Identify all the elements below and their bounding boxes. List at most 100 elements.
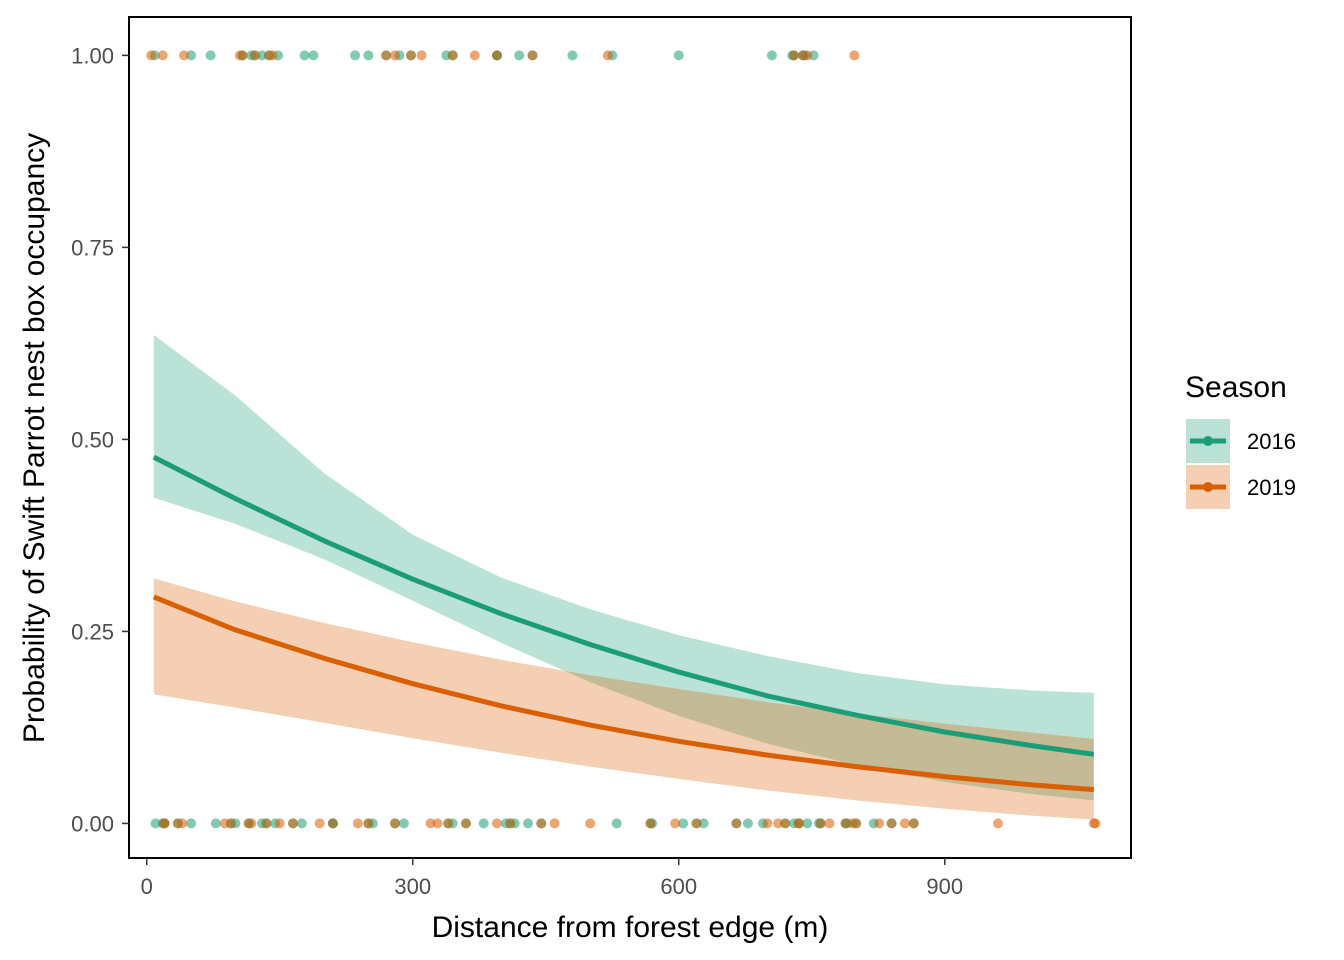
data-point-2019 <box>406 50 416 61</box>
data-point-2019 <box>492 50 502 61</box>
x-tick-label: 900 <box>926 874 963 899</box>
data-point-2019 <box>314 818 325 829</box>
data-point-2016 <box>186 818 197 829</box>
data-point-2019 <box>237 50 248 61</box>
panel-border <box>128 16 1132 859</box>
x-tick-label: 0 <box>141 874 153 899</box>
data-point-2016 <box>210 818 221 829</box>
data-point-2019 <box>585 818 596 829</box>
data-point-2019 <box>172 818 183 829</box>
data-point-2016 <box>523 818 533 829</box>
data-point-2016 <box>567 50 578 61</box>
data-point-2019 <box>645 818 656 829</box>
data-point-2016 <box>350 50 361 61</box>
data-point-2019 <box>288 818 298 829</box>
data-point-2019 <box>390 818 400 829</box>
data-point-2019 <box>773 818 784 829</box>
ci-ribbon-2016 <box>153 335 1094 801</box>
data-point-2019 <box>762 818 773 829</box>
data-point-2019 <box>443 818 454 829</box>
y-tick-label: 0.25 <box>71 619 114 644</box>
data-point-2019 <box>851 818 862 829</box>
data-point-2019 <box>381 50 392 61</box>
data-point-2019 <box>670 818 681 829</box>
data-point-2019 <box>261 818 272 829</box>
data-point-2016 <box>698 818 709 829</box>
data-point-2016 <box>678 818 689 829</box>
data-point-2016 <box>802 818 813 829</box>
data-point-2019 <box>908 818 919 829</box>
legend-title: Season <box>1185 371 1287 404</box>
data-point-2019 <box>264 50 275 61</box>
data-point-2019 <box>824 818 835 829</box>
x-axis: 0 300 600 900 <box>141 858 963 899</box>
data-point-2019 <box>226 818 236 829</box>
data-point-2016 <box>363 50 374 61</box>
data-point-2019 <box>527 50 538 61</box>
data-point-2016 <box>673 50 684 61</box>
legend-label: 2019 <box>1247 475 1296 500</box>
y-axis-title: Probability of Swift Parrot nest box occ… <box>18 133 51 743</box>
data-point-2019 <box>461 818 471 829</box>
data-point-2019 <box>352 818 363 829</box>
legend-dot <box>1203 436 1213 446</box>
data-point-2019 <box>432 818 443 829</box>
data-point-2019 <box>797 50 808 61</box>
data-point-2016 <box>514 50 525 61</box>
y-tick-label: 0.75 <box>71 235 114 260</box>
data-point-2019 <box>731 818 742 829</box>
data-point-2019 <box>363 818 374 829</box>
data-point-2019 <box>425 818 436 829</box>
data-point-2019 <box>793 818 804 829</box>
fitted-lines <box>152 454 1095 793</box>
data-point-2019 <box>840 818 851 829</box>
data-point-2019 <box>492 818 502 829</box>
data-point-2019 <box>536 818 547 829</box>
legend-label: 2016 <box>1247 429 1296 454</box>
data-points <box>146 50 1101 829</box>
data-point-2016 <box>611 818 622 829</box>
data-point-2019 <box>157 50 168 61</box>
x-axis-title: Distance from forest edge (m) <box>432 911 829 944</box>
data-point-2019 <box>602 50 613 61</box>
data-point-2019 <box>993 818 1003 829</box>
data-point-2016 <box>205 50 216 61</box>
data-point-2019 <box>447 50 458 61</box>
fit-line-2016 <box>152 454 1095 757</box>
data-point-2019 <box>146 50 157 61</box>
data-point-2016 <box>478 818 489 829</box>
legend-key-2019: 2019 <box>1186 465 1296 509</box>
data-point-2019 <box>159 818 170 829</box>
data-point-2019 <box>1090 818 1101 829</box>
y-tick-label: 0.00 <box>71 811 114 836</box>
data-point-2019 <box>505 818 516 829</box>
y-tick-label: 0.50 <box>71 427 114 452</box>
data-point-2019 <box>886 818 897 829</box>
legend-key-2016: 2016 <box>1186 419 1296 463</box>
data-point-2019 <box>899 818 910 829</box>
data-point-2016 <box>308 50 319 61</box>
data-point-2019 <box>874 818 885 829</box>
confidence-ribbons <box>153 335 1094 820</box>
x-tick-label: 300 <box>394 874 431 899</box>
data-point-2019 <box>815 818 826 829</box>
legend: Season 2016 2019 <box>1185 371 1296 509</box>
data-point-2016 <box>742 818 753 829</box>
data-point-2016 <box>150 818 161 829</box>
data-point-2019 <box>243 818 254 829</box>
y-axis: 0.00 0.25 0.50 0.75 1.00 <box>71 43 129 836</box>
data-point-2016 <box>299 50 310 61</box>
fit-line-2019 <box>152 594 1094 793</box>
ci-ribbon-2019 <box>153 578 1094 820</box>
data-point-2019 <box>249 50 260 61</box>
data-point-2016 <box>257 50 267 61</box>
data-point-2019 <box>179 50 189 61</box>
data-point-2016 <box>296 818 307 829</box>
data-point-2019 <box>390 50 400 61</box>
data-point-2019 <box>780 818 791 829</box>
legend-dot <box>1203 482 1213 492</box>
data-point-2016 <box>766 50 777 61</box>
data-point-2019 <box>549 818 560 829</box>
data-point-2016 <box>186 50 197 61</box>
